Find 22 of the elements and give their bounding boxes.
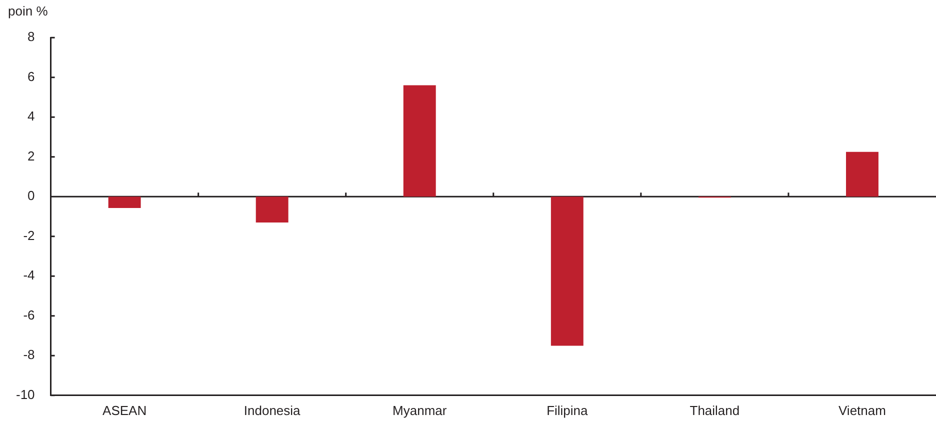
y-tick-label: -6: [23, 307, 35, 322]
x-tick-label: ASEAN: [102, 402, 147, 418]
x-tick-label: Myanmar: [392, 402, 448, 418]
x-tick-label: Filipina: [546, 402, 589, 418]
y-tick-label: 0: [28, 188, 35, 204]
bar: [846, 152, 878, 197]
bar: [256, 196, 288, 222]
y-tick-label: 4: [28, 108, 35, 124]
y-axis-title: poin %: [8, 3, 48, 18]
y-tick-label: 8: [28, 29, 35, 44]
y-tick-label: -4: [23, 268, 35, 283]
y-tick-label: 6: [28, 68, 35, 84]
y-tick-label: -2: [23, 228, 35, 243]
y-tick-label: -10: [16, 386, 35, 402]
bar: [108, 196, 141, 208]
x-tick-label: Indonesia: [244, 402, 302, 418]
bar: [550, 196, 584, 346]
y-tick-label: -8: [23, 347, 35, 362]
x-tick-label: Thailand: [690, 402, 740, 418]
bar: [403, 85, 436, 197]
x-tick-label: Vietnam: [838, 402, 886, 418]
y-tick-label: 2: [28, 148, 35, 164]
